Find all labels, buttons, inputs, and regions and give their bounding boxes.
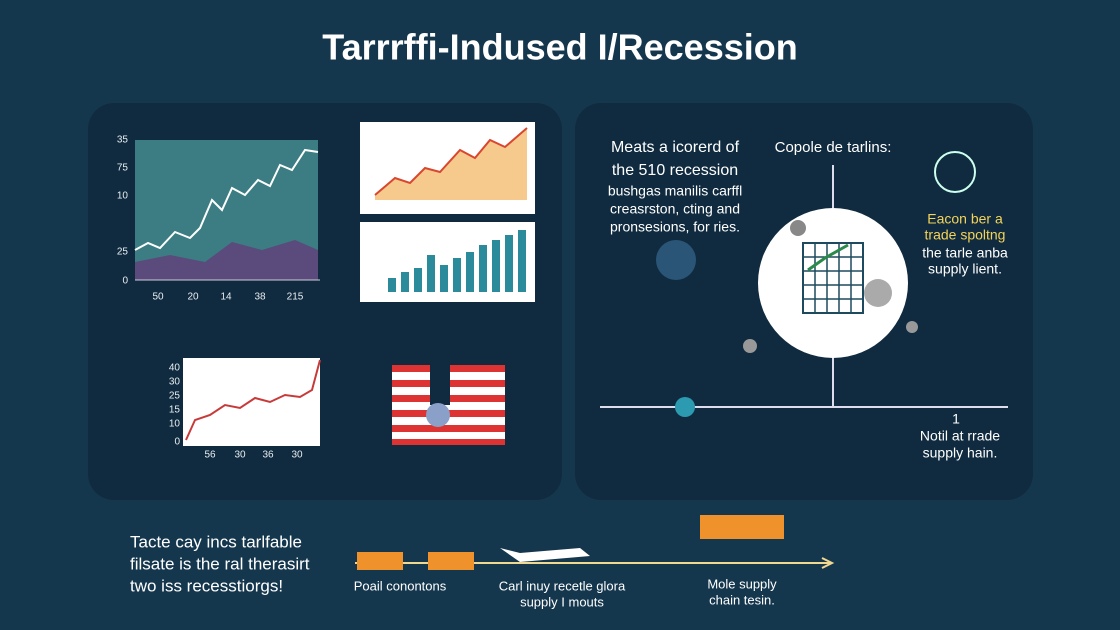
- circle: [758, 208, 908, 358]
- text-right: trade spoltng: [925, 227, 1006, 243]
- bar: [388, 278, 396, 292]
- container: [700, 515, 784, 539]
- grid-box: [802, 242, 864, 314]
- main-chart: 35 75 10 25 0 50 20 14 38 215: [117, 135, 320, 303]
- line: [185, 359, 321, 441]
- text-left: the 510 recession: [612, 162, 738, 179]
- bar: [466, 252, 474, 292]
- x-label: 14: [220, 292, 232, 303]
- grid-icon: [802, 242, 864, 314]
- bar: [505, 235, 513, 292]
- text-left: creasrston, cting and: [610, 201, 740, 217]
- text-left: Meats a icorerd of: [611, 139, 740, 156]
- footer-text: two iss recesstiorgs!: [130, 576, 283, 595]
- x-label: 20: [187, 292, 199, 303]
- x-label: 30: [291, 450, 303, 461]
- bar: [440, 265, 448, 292]
- y-label: 25: [169, 391, 181, 402]
- text-left: bushgas manilis carffl: [608, 183, 742, 199]
- timeline-dot: [675, 397, 695, 417]
- mini-line-chart: [360, 122, 535, 214]
- bar: [492, 240, 500, 292]
- footer-label: Mole supply: [707, 576, 777, 591]
- dot: [790, 220, 806, 236]
- bar: [414, 268, 422, 292]
- small-chart: 40 30 25 15 10 0 56 30 36 30: [169, 358, 321, 461]
- y-label: 0: [174, 437, 180, 448]
- y-label: 10: [169, 419, 181, 430]
- bar: [518, 230, 526, 292]
- y-label: 0: [122, 276, 128, 287]
- line: [134, 148, 319, 251]
- footer-label: Poail conontons: [354, 578, 447, 593]
- footer-text: filsate is the ral therasirt: [130, 554, 310, 573]
- x-label: 38: [254, 292, 266, 303]
- x-label: 30: [234, 450, 246, 461]
- title: Tarrrffi-Indused I/Recession: [322, 27, 797, 68]
- notch: [430, 360, 450, 405]
- globe-icon: [934, 151, 976, 193]
- center-label: Copole de tarlins:: [775, 139, 892, 156]
- footer-text: Tacte cay incs tarlfable: [130, 532, 302, 551]
- y-label: 75: [117, 163, 129, 174]
- dot: [743, 339, 757, 353]
- x-label: 215: [287, 292, 304, 303]
- tick-label: 1: [952, 411, 960, 427]
- y-label: 30: [169, 377, 181, 388]
- text-right: the tarle anba: [922, 245, 1008, 261]
- y-label: 25: [117, 247, 129, 258]
- text-right: Eacon ber a: [927, 211, 1003, 227]
- x-label: 50: [152, 292, 164, 303]
- footer-label: chain tesin.: [709, 592, 775, 607]
- truck: [428, 552, 474, 570]
- bar: [427, 255, 435, 292]
- globe: [426, 403, 450, 427]
- grid-lines: [803, 243, 863, 313]
- y-label: 35: [117, 135, 129, 146]
- y-label: 40: [169, 363, 181, 374]
- area: [375, 128, 527, 200]
- x-label: 36: [262, 450, 274, 461]
- chart-bg: [183, 358, 320, 446]
- footer-label: supply I mouts: [520, 594, 604, 609]
- text-left: pronsesions, for ries.: [610, 219, 740, 235]
- truck: [357, 552, 403, 570]
- dot: [864, 279, 892, 307]
- line: [374, 127, 528, 196]
- y-label: 10: [117, 191, 129, 202]
- mini-bar-chart: [360, 222, 535, 302]
- area: [135, 240, 318, 280]
- bottom-note: supply hain.: [923, 445, 998, 461]
- bar: [401, 272, 409, 292]
- dot: [906, 321, 918, 333]
- flag: [392, 360, 505, 445]
- x-label: 56: [204, 450, 216, 461]
- text-right: supply lient.: [928, 261, 1002, 277]
- arrow: [821, 557, 835, 569]
- footer-label: Carl inuy recetle glora: [499, 578, 626, 593]
- ship: [500, 548, 590, 562]
- trend: [807, 243, 849, 272]
- stripe: [392, 439, 505, 445]
- bottom-note: Notil at rrade: [920, 428, 1000, 444]
- bar: [479, 245, 487, 292]
- stripe: [392, 425, 505, 432]
- bar: [453, 258, 461, 292]
- globe-icon: [656, 240, 696, 280]
- y-label: 15: [169, 405, 181, 416]
